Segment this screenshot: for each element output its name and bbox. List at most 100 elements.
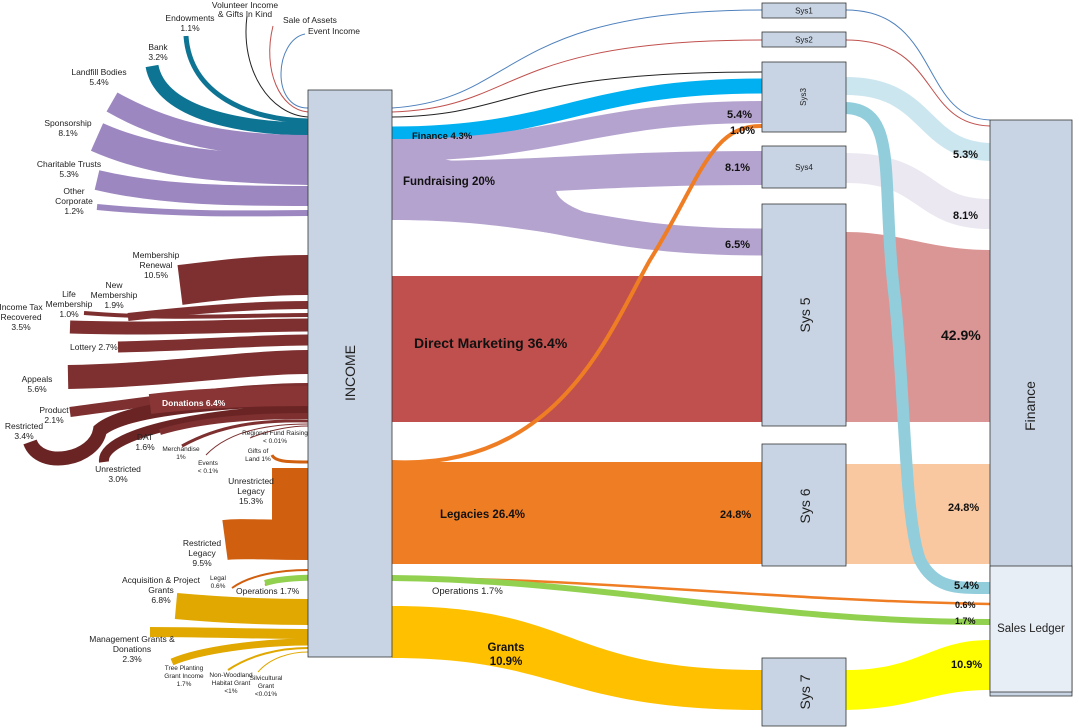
flow-sys3-loop [845, 102, 991, 595]
label-unrestricted-legacy: Unrestricted Legacy 15.3% [228, 476, 274, 506]
label-management: Management Grants & Donations 2.3% [89, 634, 175, 664]
label-legal: Legal 0.6% [210, 575, 226, 590]
label-membership-renewal: Membership Renewal 10.5% [133, 250, 180, 280]
label-bank: Bank 3.2% [148, 42, 168, 62]
pct-finance-sys5: 42.9% [941, 327, 981, 343]
flow-fundraising-sys3 [391, 101, 763, 161]
node-sys4-label: Sys4 [795, 163, 813, 172]
label-merchandise: Merchandise 1% [162, 446, 200, 461]
flow-event-income [280, 33, 309, 109]
node-finance-label: Finance [1022, 381, 1038, 431]
label-gifts-of-land: Gifts of Land 1% [245, 448, 271, 463]
flow-other-corporate [96, 204, 309, 217]
flow-income-tax [69, 318, 309, 335]
label-grants: Grants 10.9% [487, 642, 524, 668]
label-income-tax: Income Tax Recovered 3.5% [0, 302, 43, 332]
node-income [307, 89, 393, 658]
flow-membership-renewal [177, 255, 309, 305]
pct-finance-operations-green: 1.7% [955, 616, 976, 626]
node-sys3 [761, 61, 847, 133]
flow-unrestricted-legacy [272, 468, 308, 530]
label-event-income: Event Income [308, 26, 360, 36]
label-lottery: Lottery 2.7% [70, 342, 118, 352]
label-endowments: Endowments 1.1% [165, 13, 214, 33]
flow-sale-of-assets [269, 25, 309, 113]
pct-legacies-sys6: 24.8% [720, 509, 751, 521]
flow-sys5-finance [846, 232, 990, 422]
pct-finance-sys3: 5.3% [953, 149, 978, 161]
node-sys1 [761, 2, 847, 19]
flow-sys1-finance [845, 9, 991, 121]
label-tree-planting: Tree Planting Grant Income 1.7% [164, 665, 204, 688]
pct-finance-loop: 5.4% [954, 580, 979, 592]
node-sys7 [761, 657, 847, 727]
label-silvicultural: Silvicultural Grant <0.01% [250, 675, 283, 698]
label-landfill: Landfill Bodies 5.4% [71, 67, 126, 87]
label-life-membership: Life Membership 1.0% [46, 289, 93, 319]
node-sys1-label: Sys1 [795, 7, 813, 16]
node-sys6-label: Sys 6 [797, 488, 813, 523]
flow-landfill [106, 92, 309, 157]
flow-events [205, 423, 309, 456]
flow-endowments [183, 35, 309, 124]
label-new-membership: New Membership 1.9% [91, 280, 138, 310]
flow-acquisition-grants [174, 593, 309, 625]
node-sys2-label: Sys2 [795, 36, 813, 45]
flow-finance [391, 78, 763, 142]
flow-sys3-finance [845, 77, 991, 161]
node-sys4 [761, 145, 847, 189]
node-sales-ledger-label: Sales Ledger [997, 623, 1065, 635]
flow-sys7-finance [846, 640, 990, 710]
label-fundraising: Fundraising 20% [403, 176, 495, 188]
pct-fundraising-sys3: 5.4% [727, 109, 752, 121]
label-appeals: Appeals 5.6% [22, 374, 53, 394]
label-restricted-legacy: Restricted Legacy 9.5% [183, 538, 222, 568]
flow-life-membership [83, 311, 309, 319]
pct-fundraising-sys5: 6.5% [725, 239, 750, 251]
flow-restricted-legacy [222, 519, 309, 560]
label-unrestricted: Unrestricted 3.0% [95, 464, 141, 484]
flow-income-sys1 [391, 9, 763, 109]
flow-silvicultural [257, 651, 309, 673]
pct-finance-sys4: 8.1% [953, 210, 978, 222]
flow-grants [392, 606, 762, 710]
flow-legacy-sys3 [391, 123, 763, 465]
label-operations-src: Operations 1.7% [236, 586, 300, 596]
flow-gifts-of-land [270, 454, 309, 464]
label-other-corporate: Other Corporate 1.2% [55, 186, 93, 216]
label-restricted: Restricted 3.4% [5, 421, 44, 441]
label-finance-flow: Finance 4.3% [412, 131, 473, 142]
flow-management-grants [149, 627, 309, 639]
label-dat: DAT 1.6% [135, 432, 155, 452]
flow-direct-marketing [392, 276, 762, 422]
node-sys3-label: Sys3 [799, 88, 808, 106]
label-operations-flow: Operations 1.7% [432, 586, 503, 597]
flow-income-sys2 [391, 39, 763, 113]
flow-bank [145, 64, 309, 136]
flow-donations [148, 386, 309, 414]
flow-regional [249, 425, 309, 439]
flow-dat [159, 413, 309, 435]
label-direct-marketing: Direct Marketing 36.4% [414, 335, 568, 351]
flow-merchandise [181, 419, 309, 448]
flow-non-woodland [227, 647, 309, 671]
label-sale-of-assets: Sale of Assets [283, 15, 337, 25]
node-sys6 [761, 443, 847, 567]
flow-legacies [392, 462, 762, 564]
label-sponsorship: Sponsorship 8.1% [44, 118, 92, 138]
label-legacies: Legacies 26.4% [440, 509, 525, 521]
node-income-label: INCOME [342, 345, 358, 401]
node-sys5-label: Sys 5 [797, 297, 813, 332]
flow-lottery [117, 334, 309, 353]
node-sales-ledger [989, 565, 1073, 693]
label-charitable-trusts: Charitable Trusts 5.3% [37, 159, 101, 179]
flow-appeals [67, 350, 309, 389]
label-acquisition: Acquisition & Project Grants 6.8% [122, 575, 201, 605]
flow-tree-planting [170, 638, 309, 666]
pct-legacy-sys3: 1.0% [730, 125, 755, 137]
flow-unrestricted [99, 405, 309, 463]
label-product: Product 2.1% [39, 405, 69, 425]
flow-sys2-finance [845, 39, 991, 127]
flow-sponsorship [90, 123, 309, 185]
